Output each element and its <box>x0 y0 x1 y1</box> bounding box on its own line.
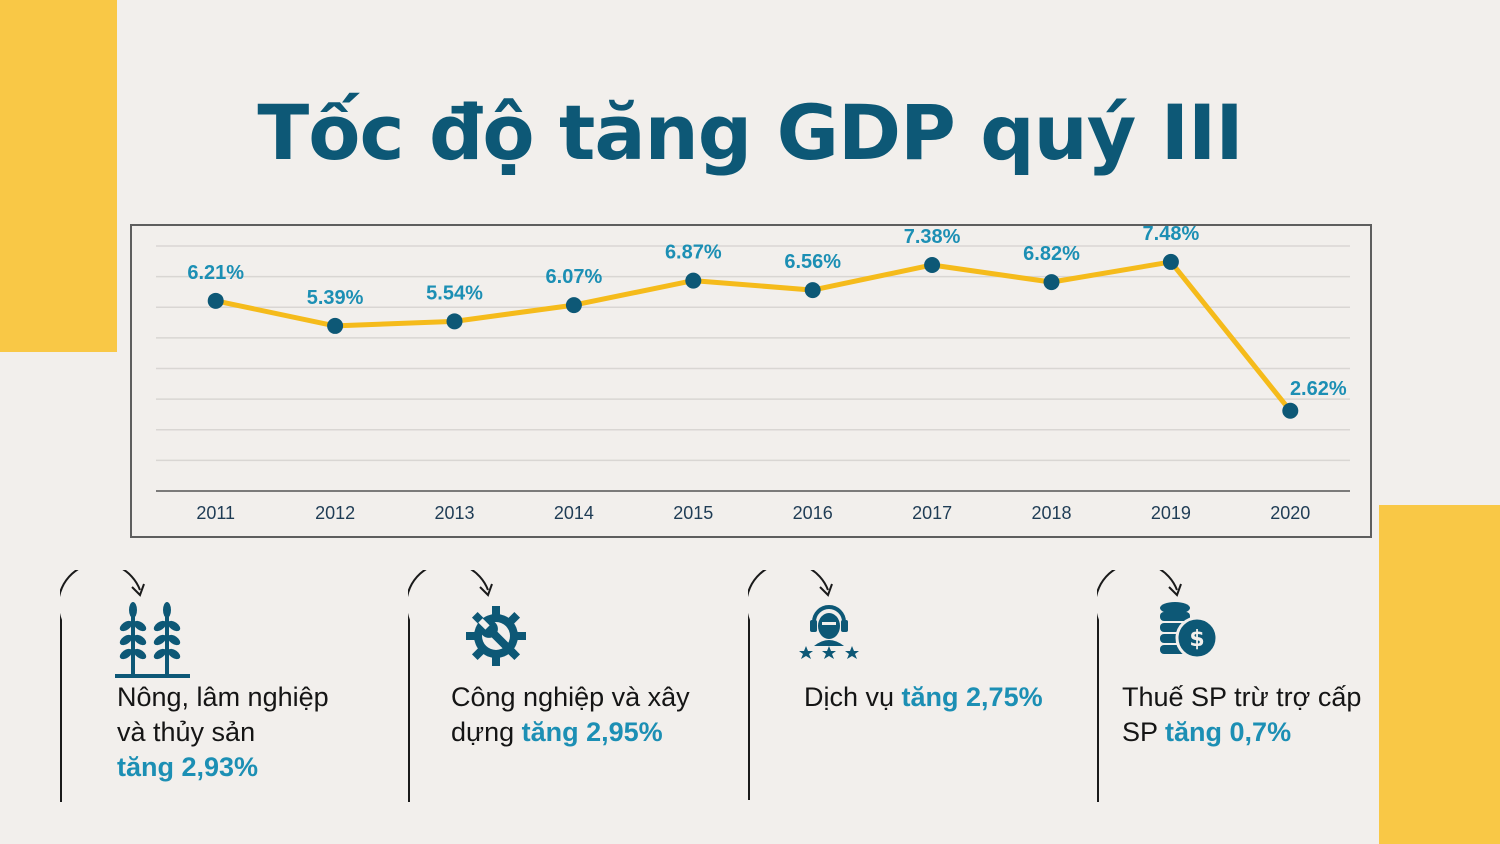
page-title: Tốc độ tăng GDP quý III <box>257 88 1243 177</box>
x-tick-label: 2020 <box>1270 503 1310 523</box>
x-tick-label: 2013 <box>434 503 474 523</box>
sector-label: Nông, lâm nghiệp và thủy sản tăng 2,93% <box>117 680 329 785</box>
gear-wrench-icon <box>464 604 528 673</box>
data-label: 6.56% <box>784 251 841 273</box>
series-line <box>215 259 1293 413</box>
data-point <box>1043 274 1060 291</box>
sector-growth: tăng 0,7% <box>1165 717 1292 747</box>
data-point <box>1162 253 1179 270</box>
sector-line2: dựng <box>451 717 515 747</box>
sector-label: Công nghiệp và xây dựng tăng 2,95% <box>451 680 690 750</box>
sector-growth: tăng 2,75% <box>901 682 1043 712</box>
data-point <box>924 256 941 273</box>
x-tick-label: 2018 <box>1031 503 1071 523</box>
chart-svg: 2011 2012 2013 2014 2015 2016 2017 2018 2019 2020… <box>156 223 1350 523</box>
sector-label: Dịch vụ tăng 2,75% <box>804 680 1043 715</box>
gdp-line-chart: 2011 2012 2013 2014 2015 2016 2017 2018 2019 2020… <box>130 223 1372 538</box>
x-tick-label: 2015 <box>673 503 713 523</box>
arc-arrow-decor <box>60 570 145 802</box>
x-tick-label: 2019 <box>1151 503 1191 523</box>
data-label: 6.21% <box>187 262 244 284</box>
svg-text:$: $ <box>1189 627 1204 652</box>
data-label: 7.38% <box>904 226 961 248</box>
sector-card-industry: Công nghiệp và xây dựng tăng 2,95% <box>408 570 738 805</box>
data-point <box>1282 402 1299 419</box>
x-tick-label: 2016 <box>793 503 833 523</box>
service-agent-icon <box>798 600 860 665</box>
sector-line1: Dịch vụ <box>804 682 895 712</box>
sector-card-services: Dịch vụ tăng 2,75% <box>748 570 1078 805</box>
sector-line2: và thủy sản <box>117 717 256 747</box>
sector-line1: Công nghiệp và xây <box>451 682 690 712</box>
sector-growth: tăng 2,95% <box>521 717 663 747</box>
data-label: 7.48% <box>1143 223 1200 245</box>
data-point <box>207 292 224 309</box>
sector-line1: Thuế SP trừ trợ cấp <box>1122 682 1362 712</box>
arc-arrow-decor <box>748 570 833 800</box>
data-label: 5.54% <box>426 282 483 304</box>
x-tick-label: 2011 <box>196 503 235 523</box>
arc-arrow-decor <box>408 570 493 802</box>
sector-card-agriculture: Nông, lâm nghiệp và thủy sản tăng 2,93% <box>60 570 390 805</box>
decor-block-left <box>0 0 117 352</box>
arc-arrow-decor <box>1097 570 1182 802</box>
x-tick-label: 2014 <box>554 503 594 523</box>
sector-line2: SP <box>1122 717 1158 747</box>
data-point <box>565 297 582 314</box>
data-label: 2.62% <box>1290 378 1347 400</box>
coins-dollar-icon: $ <box>1159 602 1219 665</box>
data-point <box>446 313 463 330</box>
data-label: 5.39% <box>307 287 364 309</box>
data-point <box>804 282 821 299</box>
data-label: 6.82% <box>1023 243 1080 265</box>
sector-label: Thuế SP trừ trợ cấp SP tăng 0,7% <box>1122 680 1392 750</box>
x-tick-label: 2012 <box>315 503 355 523</box>
data-point <box>685 272 702 289</box>
data-point <box>327 317 344 334</box>
x-tick-label: 2017 <box>912 503 952 523</box>
sector-card-taxes: $ Thuế SP trừ trợ cấp SP tăng 0,7% <box>1097 570 1427 805</box>
data-label: 6.87% <box>665 242 722 264</box>
data-label: 6.07% <box>546 266 603 288</box>
wheat-icon <box>115 602 190 685</box>
decor-block-right <box>1379 505 1500 844</box>
sector-line1: Nông, lâm nghiệp <box>117 682 329 712</box>
sector-growth: tăng 2,93% <box>117 752 259 782</box>
